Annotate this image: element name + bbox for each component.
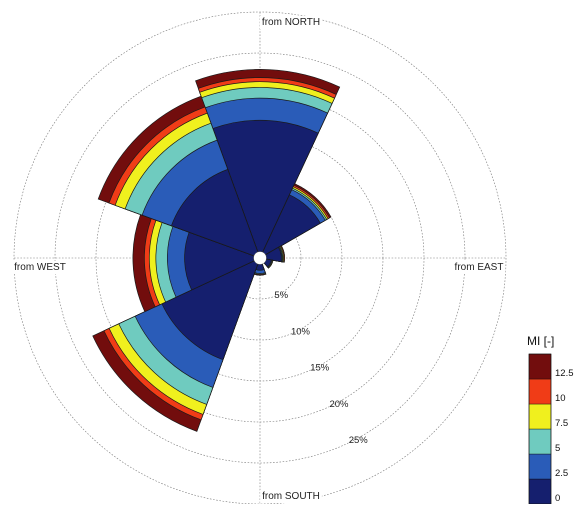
sector-bin-0 [170, 168, 261, 259]
colorbar-title: MI [-] [527, 334, 554, 348]
compass-label-west: from WEST [14, 262, 66, 273]
radial-tick-label-15: 15% [310, 363, 330, 374]
colorbar-tick-10: 10 [555, 393, 566, 404]
lbl-n-bg [259, 16, 323, 29]
sector-200-245 [92, 257, 261, 432]
colorbar-swatch-5 [528, 428, 552, 455]
sector-245-290 [132, 214, 261, 313]
sector-25-60 [259, 183, 332, 259]
axis-labels: from NORTH from EAST from SOUTH from WES… [12, 16, 506, 503]
sector-bin-0 [184, 231, 261, 291]
polar-grid [13, 11, 507, 505]
sector-340-25 [195, 69, 341, 259]
compass-label-south: from SOUTH [262, 491, 320, 502]
radial-tick-label-10: 10% [291, 326, 311, 337]
colorbar-tick-0: 0 [555, 493, 560, 504]
colorbar-tick-12.5: 12.5 [555, 368, 574, 379]
radial-tick-label-5: 5% [274, 290, 288, 301]
colorbar-swatch-10 [528, 378, 552, 405]
sector-bin-0 [259, 194, 321, 259]
colorbar-tick-7.5: 7.5 [555, 418, 568, 429]
colorbar-tick-5: 5 [555, 443, 560, 454]
sector-bin-0 [212, 119, 319, 259]
center-hole [253, 251, 267, 265]
sector-bin-0 [161, 257, 261, 361]
colorbar-swatch-0 [528, 478, 552, 505]
colorbar-swatch-7.5 [528, 403, 552, 430]
colorbar: MI [-] 0 2.5 5 7.5 10 12.5 [527, 334, 574, 505]
colorbar-swatch-12.5 [528, 353, 552, 380]
lbl-e-bg [452, 261, 506, 274]
colorbar-tick-2.5: 2.5 [555, 468, 568, 479]
colorbar-swatch-2.5 [528, 453, 552, 480]
lbl-w-bg [12, 261, 68, 274]
compass-label-north: from NORTH [262, 17, 320, 28]
radial-tick-label-20: 20% [329, 399, 349, 410]
lbl-s-bg [260, 490, 322, 503]
wind-sectors [92, 69, 341, 432]
grid-ring-25 [54, 52, 466, 464]
compass-label-east: from EAST [455, 262, 504, 273]
radial-tick-label-25: 25% [349, 435, 369, 446]
grid-overlay [253, 251, 267, 265]
sector-290-340 [97, 95, 261, 259]
